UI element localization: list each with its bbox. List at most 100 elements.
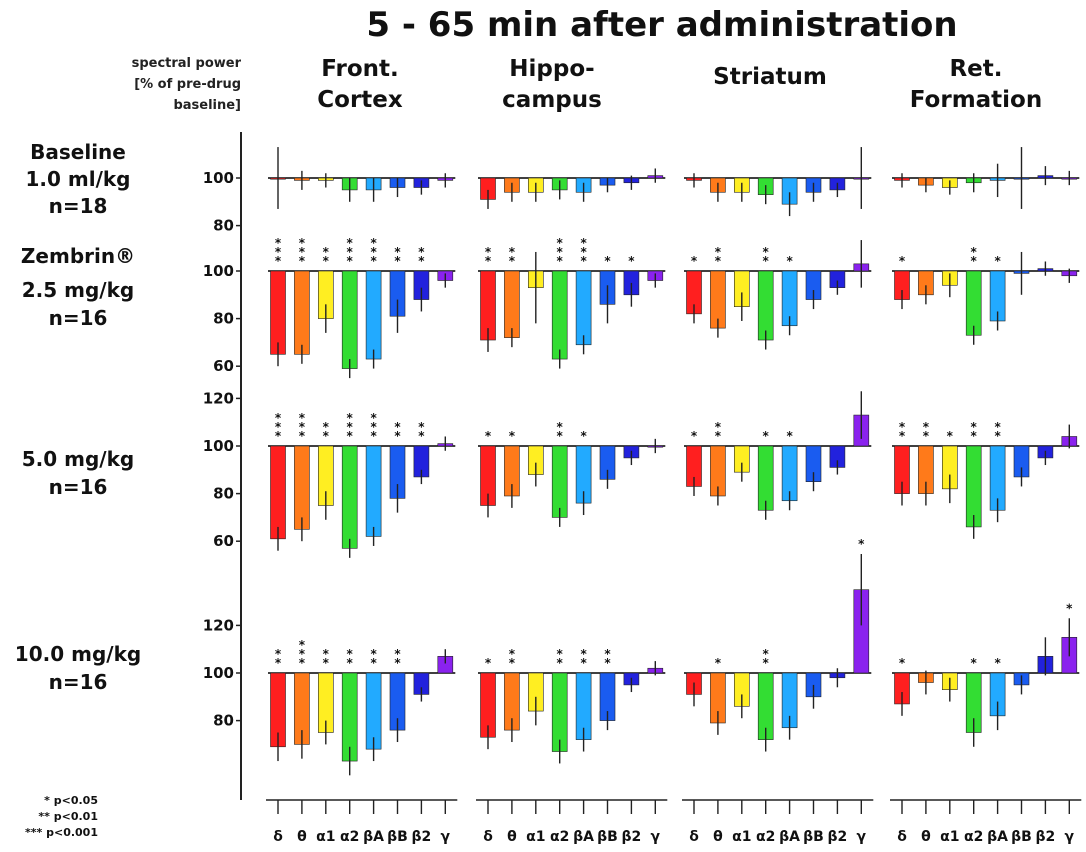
row-label-10mg-line-2: n=16	[49, 670, 108, 694]
bar-dose-5-hippocampus-alpha2	[551, 445, 568, 518]
y-axis-ticks: 100 80 100 80 60 120 100 80 60 120 100 80	[203, 169, 241, 730]
band-label-front-cortex-beta2: β2	[412, 829, 432, 845]
sig-marker-dose-5-striatum-alpha2: *	[763, 429, 770, 443]
row-label-5mg-line-2: n=16	[49, 475, 108, 499]
significance-legend: * p<0.05 ** p<0.01 *** p<0.001	[25, 794, 98, 839]
row-label-baseline-line-3: n=18	[49, 194, 108, 218]
row-label-zembrin-line-2: 2.5 mg/kg	[22, 278, 134, 302]
y-tick-label-baseline-80: 80	[213, 217, 234, 235]
sig-marker-dose-10-ret-formation-alpha2: *	[971, 656, 978, 670]
row-label-baseline-line-1: Baseline	[30, 140, 126, 164]
band-label-front-cortex-alpha2: α2	[340, 829, 359, 845]
bar-dose-5-front-cortex-beta-a	[365, 445, 382, 537]
sig-marker-dose-10-ret-formation-gamma: *	[1066, 601, 1073, 615]
band-label-ret-formation-beta-b: βB	[1011, 829, 1032, 845]
sig-marker-dose-10-ret-formation-beta-a: *	[994, 656, 1001, 670]
band-label-front-cortex-beta-b: βB	[387, 829, 408, 845]
y-tick-label-dose-10-120: 120	[203, 616, 234, 634]
band-label-hippocampus-gamma: γ	[651, 829, 661, 845]
y-axis-label: spectral power [% of pre-drug baseline]	[132, 56, 242, 113]
band-label-hippocampus-theta: θ	[507, 829, 517, 845]
sig-marker-dose-10-hippocampus-delta: *	[485, 656, 492, 670]
bar-zembrin-2-5-hippocampus-beta-a	[575, 270, 592, 346]
sig-marker-zembrin-2-5-front-cortex-beta-a: * * *	[370, 236, 377, 268]
sig-marker-dose-5-front-cortex-alpha1: * *	[323, 420, 330, 443]
band-axes: δ θ α1 α2 βA βB β2 γ δ θ α1 α2 βA βB β2 γ δ θ α1 α2 βA βB β2 γ δ…	[266, 799, 1082, 845]
band-label-striatum-delta: δ	[689, 829, 699, 845]
row-label-zembrin-line-1: Zembrin®	[21, 244, 135, 268]
band-label-hippocampus-beta-b: βB	[597, 829, 618, 845]
sig-marker-dose-10-striatum-theta: *	[715, 656, 722, 670]
region-header-ret-formation-line-1: Ret.	[949, 56, 1002, 82]
region-header-hippocampus-line-1: Hippo-	[509, 56, 594, 82]
bar-dose-5-front-cortex-delta	[270, 445, 286, 540]
sig-marker-dose-10-striatum-alpha2: * *	[763, 647, 770, 670]
band-label-front-cortex-gamma: γ	[441, 829, 451, 845]
y-tick-label-zembrin-2-5-100: 100	[203, 262, 234, 280]
sig-marker-zembrin-2-5-hippocampus-delta: * *	[485, 245, 492, 268]
band-label-striatum-beta-a: βA	[779, 829, 800, 845]
sig-marker-dose-5-striatum-beta-a: *	[786, 429, 793, 443]
bar-zembrin-2-5-front-cortex-delta	[270, 270, 286, 355]
band-label-hippocampus-beta-a: βA	[573, 829, 594, 845]
sig-marker-zembrin-2-5-hippocampus-theta: * *	[509, 245, 516, 268]
region-header-ret-formation-line-2: Formation	[910, 87, 1042, 113]
y-tick-label-dose-10-80: 80	[213, 712, 234, 730]
row-label-zembrin-line-3: n=16	[49, 306, 108, 330]
sig-marker-zembrin-2-5-striatum-theta: * *	[715, 245, 722, 268]
band-label-front-cortex-alpha1: α1	[316, 829, 335, 845]
band-label-hippocampus-alpha2: α2	[550, 829, 569, 845]
sig-marker-dose-5-front-cortex-beta2: * *	[418, 420, 425, 443]
sig-marker-dose-10-front-cortex-delta: * *	[275, 647, 282, 670]
sig-marker-zembrin-2-5-hippocampus-alpha2: * * *	[557, 236, 564, 268]
band-label-striatum-alpha1: α1	[732, 829, 751, 845]
sig-marker-dose-5-front-cortex-alpha2: * * *	[347, 411, 354, 443]
legend-p0001: *** p<0.001	[25, 826, 98, 839]
band-label-ret-formation-theta: θ	[921, 829, 931, 845]
band-label-striatum-gamma: γ	[857, 829, 867, 845]
band-label-striatum-alpha2: α2	[756, 829, 775, 845]
sig-marker-dose-5-ret-formation-theta: * *	[923, 420, 930, 443]
sig-marker-zembrin-2-5-front-cortex-beta2: * *	[418, 245, 425, 268]
band-label-ret-formation-alpha1: α1	[940, 829, 959, 845]
sig-marker-dose-5-striatum-theta: * *	[715, 420, 722, 443]
sig-marker-dose-10-front-cortex-beta-a: * *	[370, 647, 377, 670]
band-label-front-cortex-beta-a: βA	[363, 829, 384, 845]
bar-zembrin-2-5-front-cortex-alpha2	[341, 270, 358, 369]
sig-marker-dose-5-hippocampus-theta: *	[509, 429, 516, 443]
band-label-striatum-theta: θ	[713, 829, 723, 845]
sig-marker-dose-5-striatum-delta: *	[691, 429, 698, 443]
y-axis-label-line-3: baseline]	[173, 98, 241, 113]
sig-marker-zembrin-2-5-hippocampus-beta-a: * * *	[580, 236, 587, 268]
sig-marker-dose-10-front-cortex-alpha1: * *	[323, 647, 330, 670]
region-header-hippocampus-line-2: campus	[502, 87, 602, 113]
sig-marker-dose-5-front-cortex-beta-a: * * *	[370, 411, 377, 443]
chart-title: 5 - 65 min after administration	[366, 5, 957, 45]
band-label-ret-formation-alpha2: α2	[964, 829, 983, 845]
bar-panels: * * ** * ** ** * ** * ** ** ** ** ** * ** * * * * ** ** * * ** * *…	[268, 147, 1080, 776]
sig-marker-dose-5-hippocampus-alpha2: * *	[557, 420, 564, 443]
sig-marker-dose-10-ret-formation-delta: *	[899, 656, 906, 670]
legend-p005: * p<0.05	[44, 794, 98, 807]
band-label-hippocampus-alpha1: α1	[526, 829, 545, 845]
sig-marker-dose-10-hippocampus-alpha2: * *	[557, 647, 564, 670]
sig-marker-dose-10-front-cortex-alpha2: * *	[347, 647, 354, 670]
bar-dose-5-front-cortex-alpha2	[341, 445, 358, 549]
y-tick-label-dose-5-120: 120	[203, 389, 234, 407]
sig-marker-zembrin-2-5-front-cortex-alpha1: * *	[323, 245, 330, 268]
row-label-5mg-line-1: 5.0 mg/kg	[22, 447, 134, 471]
y-tick-label-zembrin-2-5-80: 80	[213, 310, 234, 328]
sig-marker-dose-5-front-cortex-theta: * * *	[299, 411, 306, 443]
band-label-ret-formation-gamma: γ	[1065, 829, 1075, 845]
band-label-striatum-beta2: β2	[828, 829, 848, 845]
row-label-baseline-line-2: 1.0 ml/kg	[25, 167, 130, 191]
band-label-ret-formation-beta-a: βA	[987, 829, 1008, 845]
bar-zembrin-2-5-ret-formation-alpha2	[965, 270, 982, 336]
sig-marker-zembrin-2-5-striatum-alpha2: * *	[763, 245, 770, 268]
sig-marker-zembrin-2-5-striatum-beta-a: *	[786, 254, 793, 268]
y-tick-label-dose-5-100: 100	[203, 437, 234, 455]
sig-marker-dose-10-hippocampus-theta: * *	[509, 647, 516, 670]
y-axis-label-line-2: [% of pre-drug	[134, 77, 241, 92]
bar-zembrin-2-5-hippocampus-theta	[504, 270, 520, 338]
